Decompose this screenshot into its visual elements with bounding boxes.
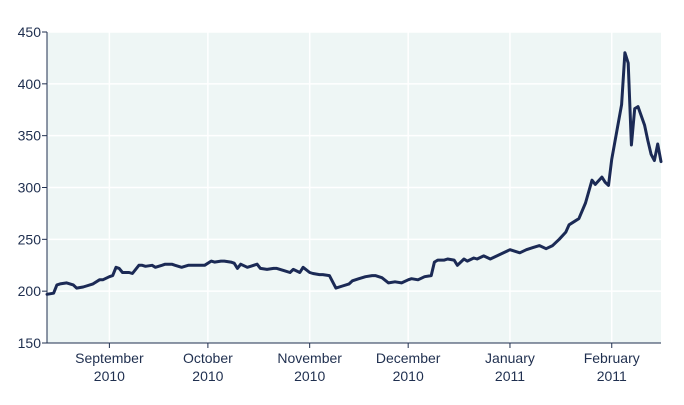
x-tick-label-year: 2011 <box>495 368 525 384</box>
x-tick-label-month: February <box>584 350 640 366</box>
y-tick-label: 250 <box>18 231 42 247</box>
series-line <box>45 51 663 296</box>
y-tick-label: 350 <box>18 128 42 144</box>
y-tick-label: 300 <box>18 180 42 196</box>
y-tick-label: 200 <box>18 283 42 299</box>
x-tick-label-year: 2010 <box>94 368 125 384</box>
x-tick-label-year: 2011 <box>597 368 627 384</box>
x-tick-label-month: October <box>183 350 233 366</box>
x-tick-label-month: September <box>75 350 144 366</box>
x-tick-label-year: 2010 <box>192 368 223 384</box>
x-tick-label-month: January <box>485 350 535 366</box>
x-tick-label-year: 2010 <box>393 368 424 384</box>
gridlines <box>47 31 661 343</box>
y-tick-label: 450 <box>18 24 42 40</box>
y-tick-label: 400 <box>18 76 42 92</box>
y-axis-ticks: 150 200 250 300 350 400 450 <box>18 24 47 351</box>
y-tick-label: 150 <box>18 335 42 351</box>
x-axis-ticks: September 2010 October 2010 November 2010 Dece… <box>75 343 640 384</box>
x-tick-label-year: 2010 <box>294 368 325 384</box>
x-tick-label-month: November <box>277 350 342 366</box>
x-tick-label-month: December <box>376 350 441 366</box>
